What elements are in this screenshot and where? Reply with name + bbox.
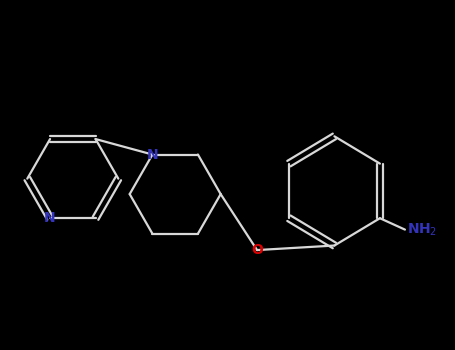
Text: N: N — [147, 148, 158, 162]
Text: NH$_2$: NH$_2$ — [407, 222, 437, 238]
Text: O: O — [251, 243, 263, 257]
Text: N: N — [44, 211, 56, 225]
